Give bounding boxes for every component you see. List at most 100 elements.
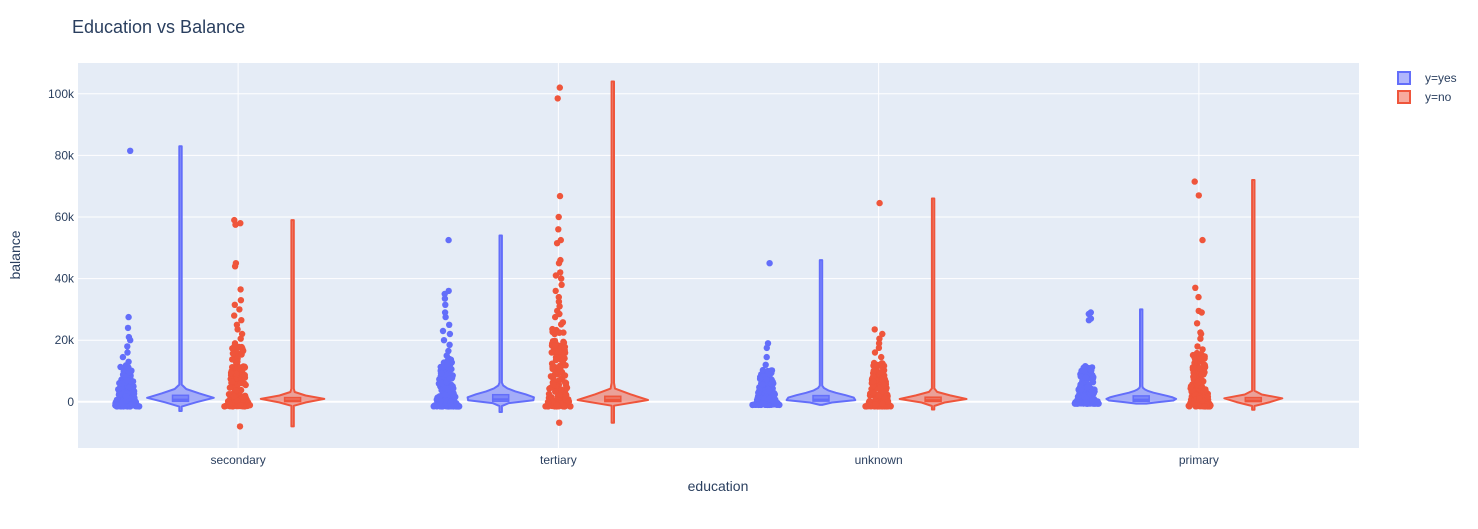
x-tick-label: tertiary [540,453,577,467]
data-point [125,369,133,376]
data-point [116,391,123,398]
legend-item[interactable]: y=no [1397,90,1452,104]
data-point [1196,395,1203,402]
data-point [561,343,569,351]
data-point [1087,367,1095,374]
data-point [241,363,248,370]
outlier-point [558,281,565,288]
data-point [240,394,247,401]
data-point [552,388,559,395]
data-point [1197,355,1204,362]
violin-box [604,395,622,403]
outlier-point [1085,317,1093,324]
outlier-point [552,287,559,295]
legend-swatch [1397,71,1411,85]
data-point [437,398,444,405]
data-point [561,379,569,386]
outlier-point [237,220,244,227]
violin-shape [576,80,649,424]
data-point [446,375,453,382]
outlier-point [127,337,134,344]
data-point [1083,399,1090,406]
data-point [759,400,766,407]
violin-shape [1105,308,1178,405]
series-y=no-secondary [221,216,326,430]
outlier-point [234,326,241,333]
data-point [1084,384,1091,391]
y-tick-label: 40k [55,272,75,286]
data-point [1077,381,1084,388]
data-point [770,391,777,398]
outlier-point [555,213,562,221]
data-point [544,398,552,406]
data-point [759,366,767,374]
outlier-point [876,335,883,342]
outlier-point [556,192,564,200]
data-point [1186,403,1193,410]
data-point [437,403,444,410]
violin-shape [259,219,326,428]
outlier-point [1199,346,1206,353]
data-point [226,384,234,391]
outlier-point [1197,330,1205,338]
outlier-point [125,313,132,321]
data-point [1196,365,1204,372]
data-point [765,371,772,378]
data-point [442,391,449,399]
plot-background [78,63,1359,448]
data-point [558,386,565,393]
data-point [561,372,569,379]
outlier-point [879,330,886,338]
outlier-point [871,349,879,356]
data-point [232,370,240,377]
y-tick-label: 100k [48,87,75,101]
data-point [769,378,776,385]
outlier-point [127,147,134,154]
violin-shape [785,259,857,406]
outlier-point [554,95,561,102]
data-point [1198,371,1206,378]
outlier-point [440,337,448,344]
data-point [124,364,132,371]
outlier-point [446,341,453,348]
data-point [880,381,888,389]
outlier-point [1199,236,1206,244]
axis-layer: 0 20k 40k 60k 80k 100k secondary tertiary unknow… [48,87,1219,467]
y-tick-label: 0 [67,395,74,409]
data-point [228,378,236,385]
violin-box [491,393,510,402]
data-point [887,402,894,410]
outlier-point [119,353,127,361]
data-point [754,394,761,402]
outlier-point [553,240,561,247]
legend-item[interactable]: y=yes [1397,71,1457,85]
outlier-point [441,295,449,302]
data-point [872,401,879,408]
data-point [549,325,556,333]
data-point [227,369,235,377]
data-point [879,376,886,384]
outlier-point [1192,284,1199,291]
outlier-point [1191,178,1198,185]
outlier-point [238,317,245,324]
x-tick-label: secondary [210,453,265,467]
data-point [122,393,130,400]
marks-layer [112,80,1284,430]
violin-shape [1223,179,1284,411]
outlier-point [875,344,883,352]
outlier-point [875,340,883,347]
outlier-point [763,344,770,352]
data-point [450,391,457,398]
outlier-point [876,199,883,207]
series-y=yes-secondary [112,145,215,412]
outlier-point [441,290,448,298]
data-point [438,379,445,387]
data-point [229,350,237,357]
data-point [1187,383,1195,390]
data-point [117,363,124,371]
violin-box [171,394,190,403]
data-point [444,360,451,367]
data-point [556,363,564,371]
data-point [560,329,567,336]
